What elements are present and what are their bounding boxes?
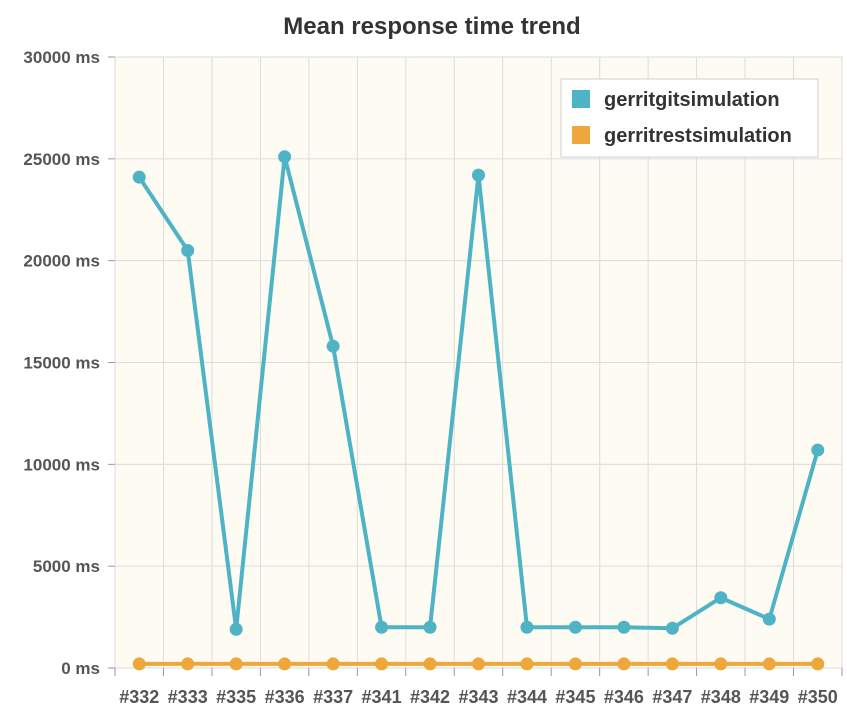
legend-box — [560, 78, 819, 158]
data-point[interactable] — [326, 339, 340, 353]
data-point[interactable] — [326, 657, 340, 671]
data-point[interactable] — [617, 657, 631, 671]
data-point[interactable] — [423, 657, 437, 671]
data-point[interactable] — [181, 657, 195, 671]
x-tick-label: #345 — [555, 687, 595, 707]
data-point[interactable] — [762, 657, 776, 671]
data-point[interactable] — [714, 657, 728, 671]
legend[interactable]: gerritgitsimulation gerritrestsimulation — [560, 78, 819, 158]
data-point[interactable] — [665, 621, 679, 635]
legend-label: gerritrestsimulation — [604, 125, 792, 147]
data-point[interactable] — [423, 620, 437, 634]
axes: 0 ms 5000 ms 10000 ms 15000 ms 20000 ms 25000… — [23, 48, 843, 707]
data-point[interactable] — [714, 591, 728, 605]
data-point[interactable] — [278, 150, 292, 164]
data-point[interactable] — [278, 657, 292, 671]
data-point[interactable] — [811, 657, 825, 671]
y-tick-label: 15000 ms — [23, 354, 100, 373]
data-point[interactable] — [229, 622, 243, 636]
data-point[interactable] — [568, 657, 582, 671]
x-tick-label: #342 — [410, 687, 450, 707]
data-point[interactable] — [472, 657, 485, 671]
data-point[interactable] — [375, 657, 389, 671]
y-tick-label: 0 ms — [61, 659, 100, 678]
x-tick-label: #349 — [749, 687, 789, 707]
x-tick-label: #347 — [652, 687, 692, 707]
series-gerritrestsimulation — [132, 657, 825, 671]
x-tick-label: #344 — [507, 687, 547, 707]
data-point[interactable] — [472, 168, 485, 182]
y-tick-label: 25000 ms — [23, 150, 100, 169]
data-point[interactable] — [568, 620, 582, 634]
chart-title: Mean response time trend — [283, 13, 580, 40]
x-tick-label: #346 — [604, 687, 644, 707]
x-tick-label: #343 — [458, 687, 498, 707]
data-point[interactable] — [520, 657, 534, 671]
data-point[interactable] — [132, 170, 146, 184]
y-tick-label: 30000 ms — [23, 48, 100, 67]
data-point[interactable] — [617, 620, 631, 634]
x-tick-label: #333 — [168, 687, 208, 707]
x-tick-label: #350 — [798, 687, 838, 707]
data-point[interactable] — [229, 657, 243, 671]
x-tick-label: #332 — [119, 687, 159, 707]
data-point[interactable] — [665, 657, 679, 671]
data-point[interactable] — [762, 612, 776, 626]
series-gerritgitsimulation — [132, 150, 825, 636]
x-tick-label: #341 — [362, 687, 402, 707]
x-tick-label: #336 — [265, 687, 305, 707]
x-tick-label: #337 — [313, 687, 353, 707]
y-tick-label: 10000 ms — [23, 455, 100, 474]
series-layer — [132, 150, 825, 671]
x-tick-label: #348 — [701, 687, 741, 707]
legend-label: gerritgitsimulation — [604, 89, 780, 111]
legend-swatch — [570, 88, 592, 110]
legend-swatch — [570, 124, 592, 146]
data-point[interactable] — [520, 620, 534, 634]
x-tick-label: #335 — [216, 687, 256, 707]
y-tick-label: 20000 ms — [23, 252, 100, 271]
y-tick-label: 5000 ms — [33, 557, 100, 576]
data-point[interactable] — [375, 620, 389, 634]
data-point[interactable] — [181, 243, 195, 257]
legend-item[interactable]: gerritrestsimulation — [570, 124, 792, 147]
legend-item[interactable]: gerritgitsimulation — [570, 88, 780, 111]
data-point[interactable] — [132, 657, 146, 671]
data-point[interactable] — [811, 443, 825, 457]
